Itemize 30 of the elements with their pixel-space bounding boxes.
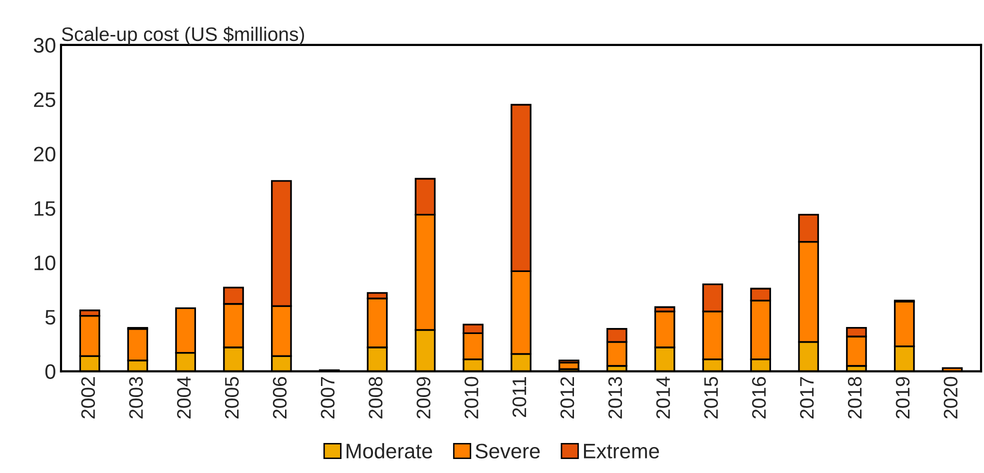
x-tick-label: 2011 xyxy=(512,377,526,418)
y-tick-label: 10 xyxy=(34,256,56,270)
x-tick-label: 2017 xyxy=(800,377,814,418)
x-tick-label: 2010 xyxy=(464,376,478,418)
x-tick-label: 2016 xyxy=(752,377,766,418)
y-axis-title: Scale-up cost (US $millions) xyxy=(62,26,304,45)
y-tick-label: 5 xyxy=(45,310,56,325)
x-tick-label: 2019 xyxy=(896,377,910,418)
x-tick-label: 2007 xyxy=(320,377,335,418)
x-tick-label: 2012 xyxy=(560,377,574,418)
x-tick-label: 2002 xyxy=(81,377,95,418)
x-tick-label: 2005 xyxy=(224,376,239,418)
x-tick-label: 2009 xyxy=(416,377,430,418)
x-tick-label: 2013 xyxy=(608,377,622,418)
x-tick-label: 2003 xyxy=(129,377,143,418)
y-tick-label: 15 xyxy=(34,201,56,216)
y-tick-label: 25 xyxy=(34,92,56,108)
x-tick-label: 2018 xyxy=(848,377,862,418)
y-tick-label: 0 xyxy=(45,364,56,380)
legend-label: Extreme xyxy=(584,444,659,458)
legend-label: Severe xyxy=(476,444,540,458)
x-tick-label: 2006 xyxy=(272,377,287,418)
x-tick-label: 2004 xyxy=(177,376,191,418)
x-tick-label: 2014 xyxy=(656,376,670,418)
legend-label: Moderate xyxy=(346,443,432,458)
x-tick-label: 2008 xyxy=(368,377,382,418)
x-tick-label: 2015 xyxy=(704,376,718,418)
y-tick-label: 30 xyxy=(34,38,56,53)
x-tick-label: 2020 xyxy=(944,376,958,418)
y-tick-label: 20 xyxy=(34,146,56,162)
